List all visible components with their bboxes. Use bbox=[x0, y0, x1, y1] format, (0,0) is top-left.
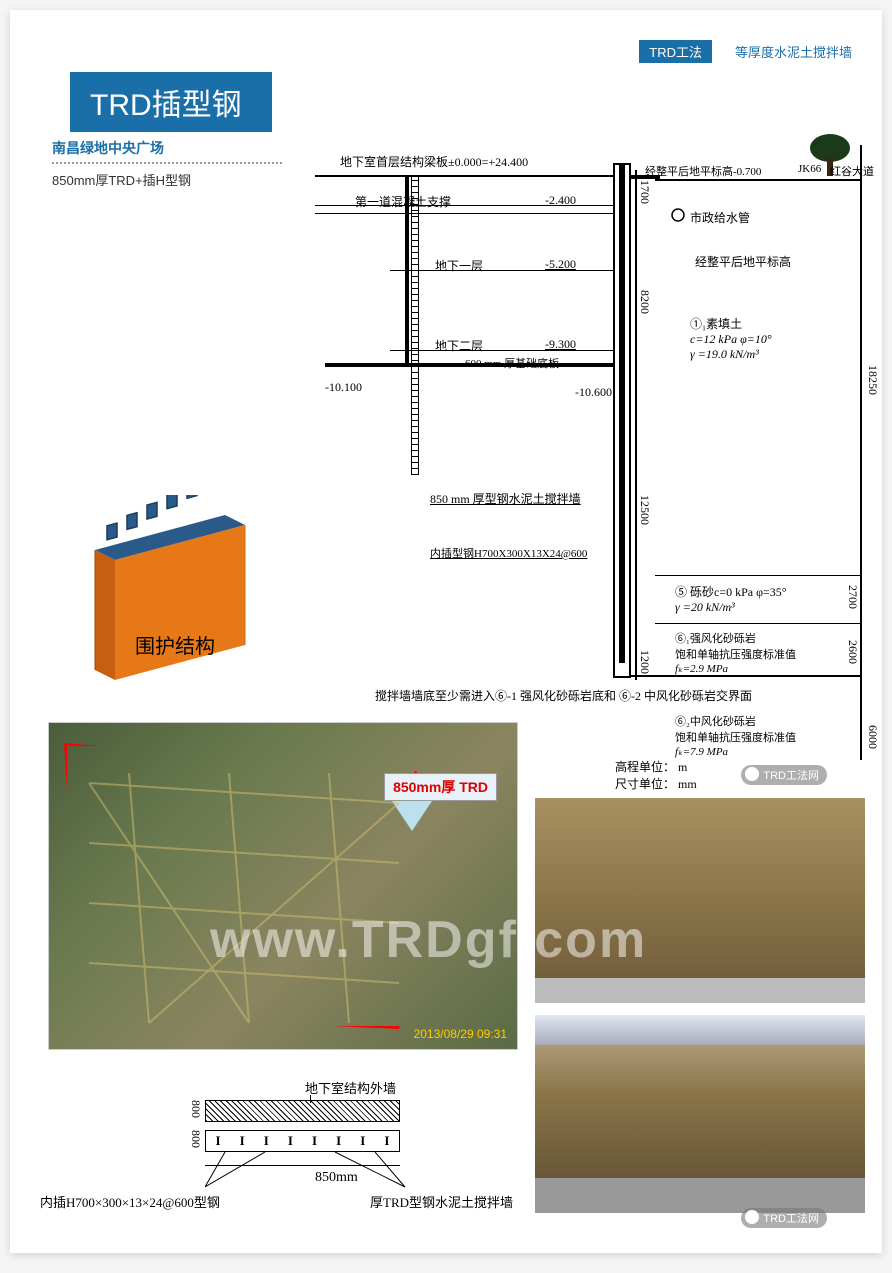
label: 600 mm 厚基础底板 bbox=[465, 355, 559, 371]
page-title: TRD插型钢 bbox=[70, 72, 272, 132]
header-tag: TRD工法 bbox=[639, 40, 712, 63]
label: 地下一层 bbox=[435, 257, 483, 274]
label: 红谷大道 bbox=[830, 163, 874, 179]
label: -9.300 bbox=[545, 337, 576, 352]
dim: 2600 bbox=[845, 640, 860, 664]
label: 地下室结构外墙 bbox=[305, 1078, 396, 1097]
soil-layer: ⑥₂中风化砂砾岩 饱和单轴抗压强度标准值 fₖ=7.9 MPa bbox=[675, 713, 796, 758]
label: 经整平后地平标高-0.700 bbox=[645, 163, 761, 179]
aerial-photo: 850mm厚 TRD 2013/08/29 09:31 bbox=[48, 722, 518, 1050]
project-spec: 850mm厚TRD+插H型钢 bbox=[52, 170, 191, 189]
label: 第一道混凝土支撑 bbox=[355, 193, 451, 210]
section-detail: 地下室结构外墙 III III II 800 800 850mm 内插H700×… bbox=[40, 1070, 520, 1220]
label: -5.200 bbox=[545, 257, 576, 272]
cross-section-diagram: 地下室首层结构梁板±0.000=+24.400 经整平后地平标高-0.700 J… bbox=[315, 145, 870, 765]
dim: 1700 bbox=[637, 180, 652, 204]
label: 地下二层 bbox=[435, 337, 483, 354]
label: 厚TRD型钢水泥土搅拌墙 bbox=[370, 1192, 513, 1211]
soil-layer: ⑥₁强风化砂砾岩 饱和单轴抗压强度标准值 fₖ=2.9 MPa bbox=[675, 630, 796, 675]
divider bbox=[52, 162, 282, 164]
dim: 18250 bbox=[865, 365, 880, 395]
wall-photo-1 bbox=[535, 798, 865, 1003]
dim: 2700 bbox=[845, 585, 860, 609]
dim: 800 bbox=[188, 1130, 203, 1148]
label: -10.600 bbox=[575, 385, 612, 400]
soil-layer: ⑤ 砾砂c=0 kPa φ=35° γ =20 kN/m³ bbox=[675, 583, 787, 615]
label: 搅拌墙墙底至少需进入⑥-1 强风化砂砾岩底和 ⑥-2 中风化砂砾岩交界面 bbox=[375, 687, 752, 704]
header-subtitle: 等厚度水泥土搅拌墙 bbox=[735, 42, 852, 61]
label: 地下室首层结构梁板±0.000=+24.400 bbox=[340, 153, 528, 170]
iso-wall-figure bbox=[65, 495, 285, 695]
label: -10.100 bbox=[325, 380, 362, 395]
label: 经整平后地平标高 bbox=[695, 253, 791, 270]
wechat-tag: TRD工法网 bbox=[741, 1208, 827, 1228]
dim: 800 bbox=[188, 1100, 203, 1118]
units: 高程单位： m 尺寸单位： mm bbox=[615, 758, 697, 792]
iso-caption: 围护结构 bbox=[135, 630, 215, 659]
label: JK66 bbox=[798, 163, 821, 175]
dim: 850mm bbox=[315, 1170, 358, 1186]
label: 内插H700×300×13×24@600型钢 bbox=[40, 1192, 220, 1211]
dim: 8200 bbox=[637, 290, 652, 314]
dim: 6000 bbox=[865, 725, 880, 749]
label: 内插型钢H700X300X13X24@600 bbox=[430, 545, 587, 561]
label: 市政给水管 bbox=[690, 209, 750, 226]
dim: 12500 bbox=[637, 495, 652, 525]
label: 850 mm 厚型钢水泥土搅拌墙 bbox=[430, 490, 581, 507]
wechat-tag: TRD工法网 bbox=[741, 765, 827, 785]
wall-photo-2 bbox=[535, 1015, 865, 1213]
soil-layer: ①₁素填土 c=12 kPa φ=10° γ =19.0 kN/m³ bbox=[690, 315, 772, 362]
project-name: 南昌绿地中央广场 bbox=[52, 138, 164, 158]
label: -2.400 bbox=[545, 193, 576, 208]
dim: 1200 bbox=[637, 650, 652, 674]
